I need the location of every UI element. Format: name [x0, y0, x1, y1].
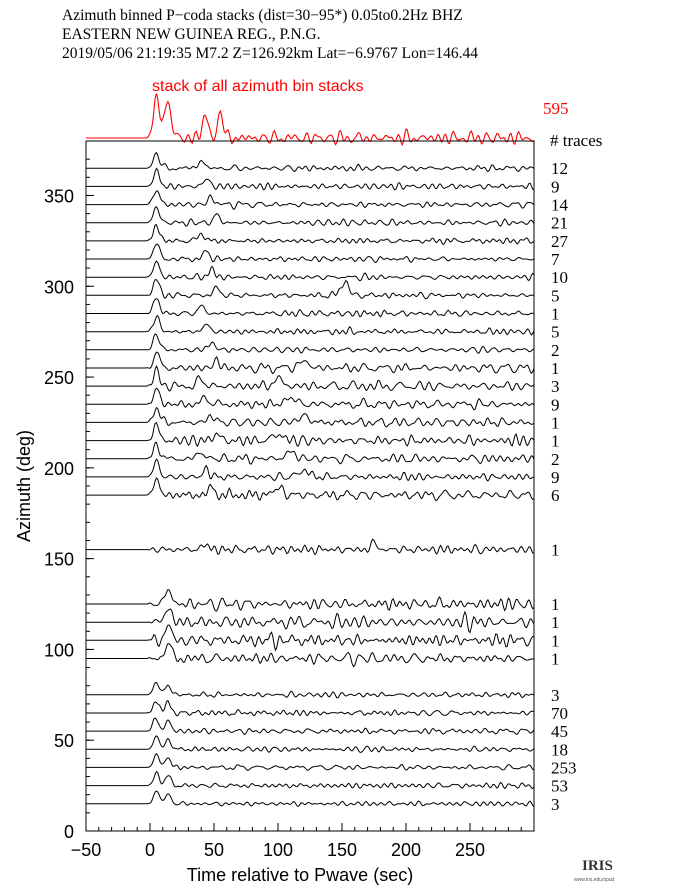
- y-axis-label: Azimuth (deg): [14, 430, 34, 542]
- y-axis: 0 50 100 150 200 250 300 350: [44, 140, 94, 842]
- azimuth-traces: [86, 151, 535, 808]
- azimuth-trace-205: [86, 441, 535, 465]
- azimuth-trace-305: [86, 260, 535, 282]
- x-tick-label-200: 200: [391, 840, 421, 860]
- azimuth-trace-355: [86, 167, 535, 191]
- azimuth-trace-335: [86, 205, 535, 227]
- trace-count-header: # traces: [550, 131, 602, 150]
- y-tick-label-150: 150: [44, 550, 74, 570]
- trace-count-365: 12: [551, 159, 568, 178]
- stack-trace: [86, 93, 535, 147]
- trace-count-155: 1: [551, 541, 560, 560]
- y-tick-label-350: 350: [44, 186, 74, 206]
- stack-label: stack of all azimuth bin stacks: [152, 78, 364, 95]
- iris-logo-url: www.iris.edu/spud: [574, 877, 615, 883]
- azimuth-trace-75: [86, 681, 535, 699]
- trace-count-115: 1: [551, 613, 560, 632]
- azimuth-trace-285: [86, 298, 534, 318]
- trace-counts: 1291421277105152139112961111137045182535…: [551, 159, 577, 814]
- trace-count-295: 5: [551, 286, 560, 305]
- trace-count-335: 21: [551, 214, 568, 233]
- trace-count-15: 3: [551, 795, 560, 814]
- trace-count-275: 5: [551, 323, 560, 342]
- trace-count-265: 2: [551, 341, 560, 360]
- azimuth-trace-295: [86, 279, 535, 300]
- y-tick-label-50: 50: [54, 731, 74, 751]
- trace-count-215: 1: [551, 432, 560, 451]
- trace-count-25: 53: [551, 777, 568, 796]
- trace-count-345: 14: [551, 196, 569, 215]
- stack-count: 595: [543, 99, 569, 118]
- azimuth-trace-65: [86, 699, 535, 717]
- x-tick-label-100: 100: [263, 840, 293, 860]
- trace-count-285: 1: [551, 305, 560, 324]
- azimuth-trace-275: [86, 314, 535, 336]
- x-tick-label-150: 150: [327, 840, 357, 860]
- header-line-2: EASTERN NEW GUINEA REG., P.N.G.: [62, 26, 320, 43]
- y-tick-label-200: 200: [44, 459, 74, 479]
- x-axis: −50 0 50 100 150 200 250: [71, 823, 535, 860]
- azimuth-trace-185: [86, 477, 535, 502]
- azimuth-trace-95: [86, 643, 535, 668]
- azimuth-trace-225: [86, 406, 535, 428]
- x-tick-label-50: 50: [204, 840, 224, 860]
- trace-count-305: 10: [551, 268, 568, 287]
- x-tick-label-0: 0: [145, 840, 155, 860]
- trace-count-235: 9: [551, 395, 560, 414]
- trace-count-325: 27: [551, 232, 569, 251]
- azimuth-trace-105: [86, 624, 535, 652]
- azimuth-trace-115: [86, 608, 535, 634]
- trace-count-205: 2: [551, 450, 560, 469]
- x-tick-label-250: 250: [455, 840, 485, 860]
- y-tick-label-100: 100: [44, 640, 74, 660]
- trace-count-315: 7: [551, 250, 560, 269]
- trace-count-75: 3: [551, 686, 560, 705]
- azimuth-trace-15: [86, 790, 535, 808]
- azimuth-trace-195: [86, 458, 535, 482]
- trace-count-105: 1: [551, 631, 560, 650]
- x-tick-label--50: −50: [71, 840, 102, 860]
- azimuth-trace-55: [86, 717, 535, 736]
- trace-count-35: 253: [551, 758, 577, 777]
- trace-count-55: 45: [551, 722, 568, 741]
- trace-count-95: 1: [551, 650, 560, 669]
- azimuth-trace-35: [86, 752, 535, 771]
- azimuth-trace-265: [86, 333, 535, 354]
- x-axis-label: Time relative to Pwave (sec): [187, 865, 413, 885]
- azimuth-trace-45: [86, 735, 535, 753]
- header-line-1: Azimuth binned P−coda stacks (dist=30−95…: [62, 7, 463, 24]
- trace-count-125: 1: [551, 595, 560, 614]
- azimuth-trace-155: [86, 538, 535, 556]
- azimuth-trace-325: [86, 224, 535, 246]
- trace-count-355: 9: [551, 177, 560, 196]
- azimuth-trace-125: [86, 589, 535, 612]
- azimuth-trace-215: [86, 421, 535, 448]
- trace-count-195: 9: [551, 468, 560, 487]
- plot-frame: [85, 140, 535, 832]
- azimuth-trace-245: [86, 364, 535, 392]
- trace-count-65: 70: [551, 704, 568, 723]
- y-tick-label-250: 250: [44, 368, 74, 388]
- trace-count-255: 1: [551, 359, 560, 378]
- trace-count-225: 1: [551, 413, 560, 432]
- azimuth-trace-345: [86, 190, 535, 210]
- y-tick-label-0: 0: [64, 822, 74, 842]
- iris-logo: IRIS: [582, 858, 613, 874]
- y-tick-label-300: 300: [44, 277, 74, 297]
- azimuth-trace-25: [86, 770, 535, 790]
- trace-count-45: 18: [551, 740, 568, 759]
- trace-count-245: 3: [551, 377, 560, 396]
- header-line-3: 2019/05/06 21:19:35 M7.2 Z=126.92km Lat=…: [62, 45, 478, 62]
- azimuth-trace-365: [86, 151, 535, 173]
- azimuth-trace-255: [86, 351, 535, 375]
- azimuth-trace-315: [86, 243, 535, 264]
- trace-count-185: 6: [551, 486, 560, 505]
- azimuth-trace-235: [86, 387, 535, 411]
